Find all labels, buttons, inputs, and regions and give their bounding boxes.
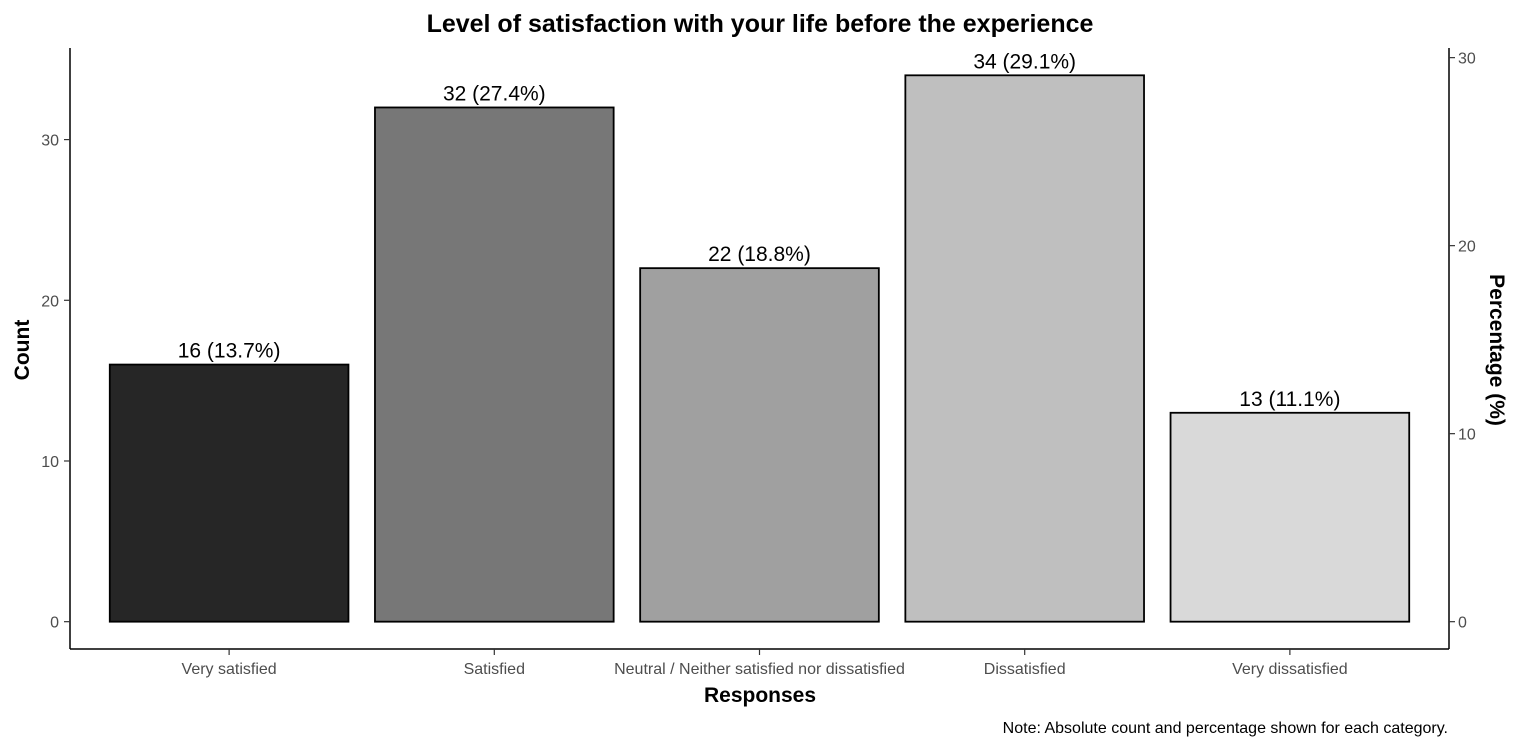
x-tick-label-2: Neutral / Neither satisfied nor dissatis… (614, 661, 905, 678)
y2-tick-label-3: 30 (1458, 51, 1476, 68)
y2-tick-label-0: 0 (1458, 615, 1467, 632)
bar-2 (639, 267, 880, 623)
y-tick-label-0: 0 (50, 615, 59, 632)
y2-tick-label-1: 10 (1458, 427, 1476, 444)
data-label-1: 32 (27.4%) (443, 82, 546, 105)
x-tick-label-4: Very dissatisfied (1232, 661, 1348, 678)
bar-0 (108, 363, 350, 623)
y-tick-label-1: 10 (41, 454, 59, 471)
chart-title: Level of satisfaction with your life bef… (427, 10, 1094, 38)
bar-3 (904, 74, 1145, 623)
y-tick-label-3: 30 (41, 133, 59, 150)
y-tick-label-2: 20 (41, 293, 59, 310)
y-axis-title: Count (11, 320, 34, 381)
x-tick-label-1: Satisfied (464, 661, 525, 678)
y-axis-ticks: 0 10 20 30 (41, 133, 70, 632)
data-label-0: 16 (13.7%) (178, 340, 281, 363)
y2-axis-title: Percentage (%) (1485, 274, 1508, 426)
data-label-4: 13 (11.1%) (1239, 388, 1340, 411)
data-label-3: 34 (29.1%) (973, 50, 1076, 73)
x-axis-ticks: Very satisfied Satisfied Neutral / Neither… (182, 649, 1348, 678)
bar-4 (1169, 411, 1411, 623)
x-axis-title: Responses (704, 684, 816, 707)
data-label-2: 22 (18.8%) (708, 243, 811, 266)
x-tick-label-0: Very satisfied (182, 661, 277, 678)
plot-area: 16 (13.7%) 32 (27.4%) 22 (18.8%) 34 (29.1%)… (108, 50, 1411, 623)
bar-1 (374, 106, 615, 623)
y2-tick-label-2: 20 (1458, 239, 1476, 256)
chart-caption: Note: Absolute count and percentage show… (1003, 720, 1448, 737)
x-tick-label-3: Dissatisfied (984, 661, 1066, 678)
y2-axis-ticks: 0 10 20 30 (1449, 51, 1476, 632)
